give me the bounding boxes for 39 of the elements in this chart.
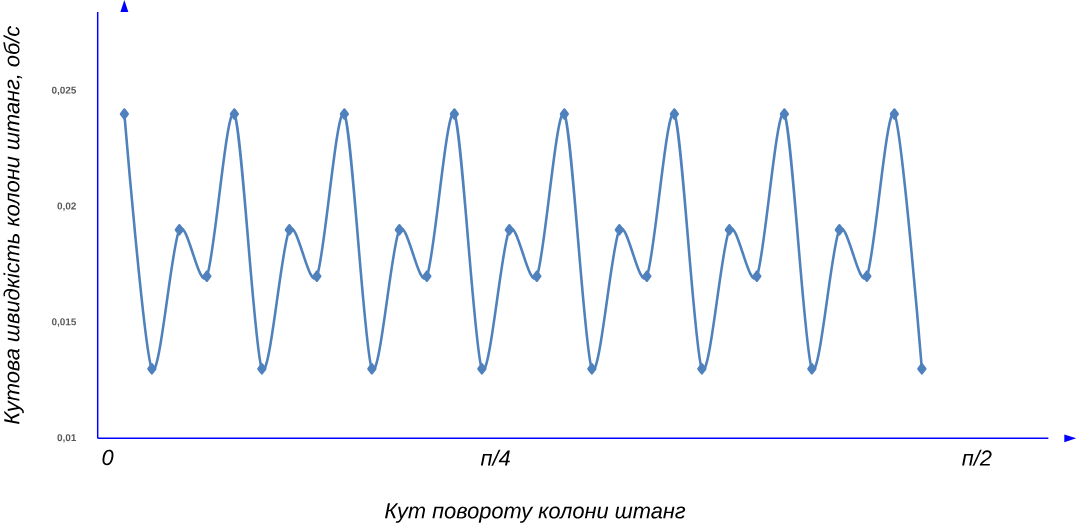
point xyxy=(614,224,624,236)
point xyxy=(889,108,899,120)
point xyxy=(697,363,707,375)
point xyxy=(119,108,129,120)
point xyxy=(559,108,569,120)
point xyxy=(257,363,267,375)
point xyxy=(724,224,734,236)
point xyxy=(862,270,872,283)
point xyxy=(807,363,817,375)
text: п/2 xyxy=(962,450,992,467)
point xyxy=(752,270,762,283)
point xyxy=(477,363,487,375)
point xyxy=(642,270,652,283)
y-tick-label: 0,01 xyxy=(57,434,77,443)
x-axis-title: Кут повороту колони штанг xyxy=(385,503,686,524)
point xyxy=(917,363,927,375)
point xyxy=(587,363,597,375)
point xyxy=(834,224,844,236)
point xyxy=(339,108,349,120)
point xyxy=(779,108,789,120)
point xyxy=(394,224,404,236)
point xyxy=(504,224,514,236)
y-tick-label: 0,015 xyxy=(51,318,77,327)
point xyxy=(312,270,322,283)
point xyxy=(422,270,432,283)
point xyxy=(449,108,459,120)
point xyxy=(174,224,184,236)
y-tick-label: 0,025 xyxy=(51,86,77,96)
point xyxy=(147,363,157,375)
point xyxy=(284,224,294,236)
text: п/4 xyxy=(480,450,510,467)
point xyxy=(367,363,377,375)
text: 0 xyxy=(102,450,114,466)
y-axis-title: Кутова швидкість колони штанг, об/с xyxy=(3,26,24,425)
point xyxy=(532,270,542,283)
point xyxy=(202,270,212,283)
y-tick-label: 0,02 xyxy=(57,202,76,212)
point xyxy=(229,108,239,120)
point xyxy=(669,108,679,120)
